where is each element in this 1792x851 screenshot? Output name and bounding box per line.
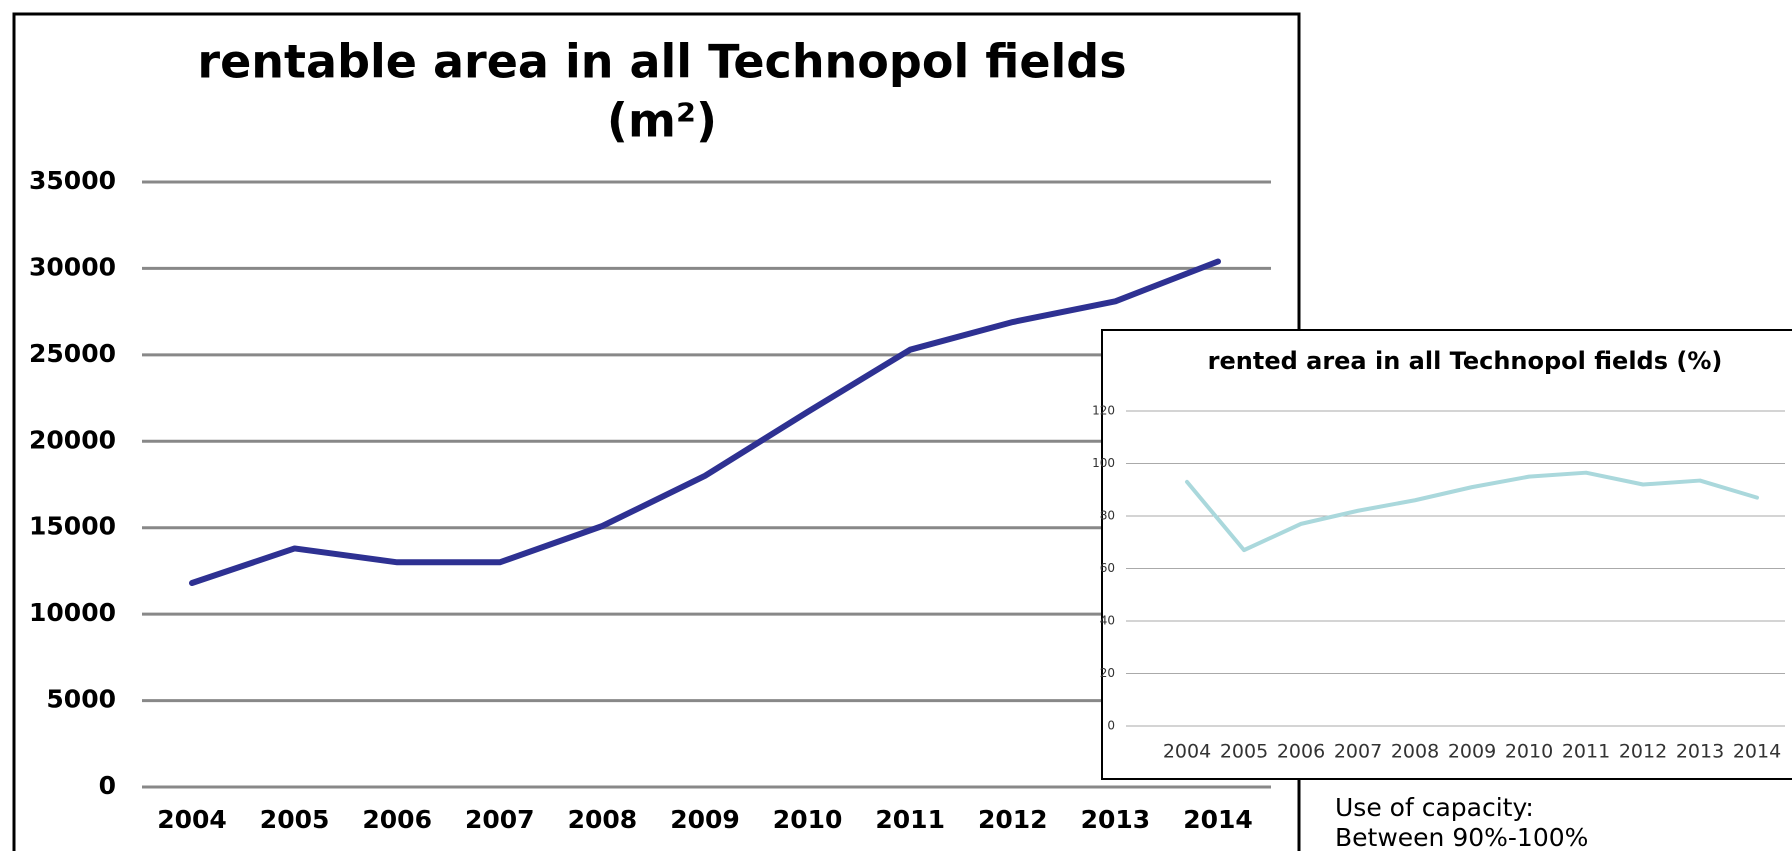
y-tick-label: 20000 [29,425,116,454]
x-tick-label: 2006 [362,805,432,834]
x-tick-label: 2009 [670,805,740,834]
x-tick-label: 2010 [773,805,843,834]
x-tick-label: 2009 [1448,741,1496,763]
main-chart-frame [12,12,1301,851]
x-tick-label: 2012 [1619,741,1667,763]
data-line [1185,470,1759,553]
x-tick-label: 2007 [1334,741,1382,763]
y-tick-label: 30000 [29,252,116,281]
chart-title: (m²) [607,94,717,148]
y-tick-label: 100 [1092,456,1115,470]
x-tick-label: 2006 [1277,741,1325,763]
inset-chart: rented area in all Technopol fields (%) 0… [1092,347,1785,763]
x-tick-label: 2013 [1676,741,1724,763]
data-line [189,258,1221,587]
y-tick-label: 80 [1100,509,1115,523]
x-tick-label: 2004 [1163,741,1211,763]
x-tick-label: 2005 [260,805,330,834]
x-tick-label: 2013 [1081,805,1151,834]
x-tick-label: 2014 [1733,741,1781,763]
x-tick-label: 2004 [157,805,227,834]
chart-title: rented area in all Technopol fields (%) [1208,347,1723,375]
chart-title: rentable area in all Technopol fields [197,35,1126,89]
y-tick-label: 20 [1100,666,1115,680]
x-tick-label: 2007 [465,805,535,834]
y-tick-label: 5000 [46,685,116,714]
y-tick-label: 15000 [29,512,116,541]
x-tick-label: 2012 [978,805,1048,834]
y-tick-label: 25000 [29,339,116,368]
x-tick-label: 2005 [1220,741,1268,763]
y-tick-label: 35000 [29,166,116,195]
x-tick-label: 2010 [1505,741,1553,763]
y-tick-label: 120 [1092,404,1115,418]
note: Use of capacity: [1335,793,1534,822]
x-tick-label: 2008 [1391,741,1439,763]
x-tick-label: 2011 [1562,741,1610,763]
y-tick-label: 60 [1100,561,1115,575]
y-tick-label: 10000 [29,598,116,627]
x-tick-label: 2014 [1183,805,1253,834]
y-tick-label: 40 [1100,614,1115,628]
y-tick-label: 0 [1107,719,1115,733]
main-chart: rentable area in all Technopol fields(m²… [29,35,1271,834]
inset-chart-frame [1101,329,1792,780]
x-tick-label: 2011 [875,805,945,834]
x-tick-label: 2008 [568,805,638,834]
note: Between 90%-100% [1335,823,1588,851]
y-tick-label: 0 [99,771,116,800]
